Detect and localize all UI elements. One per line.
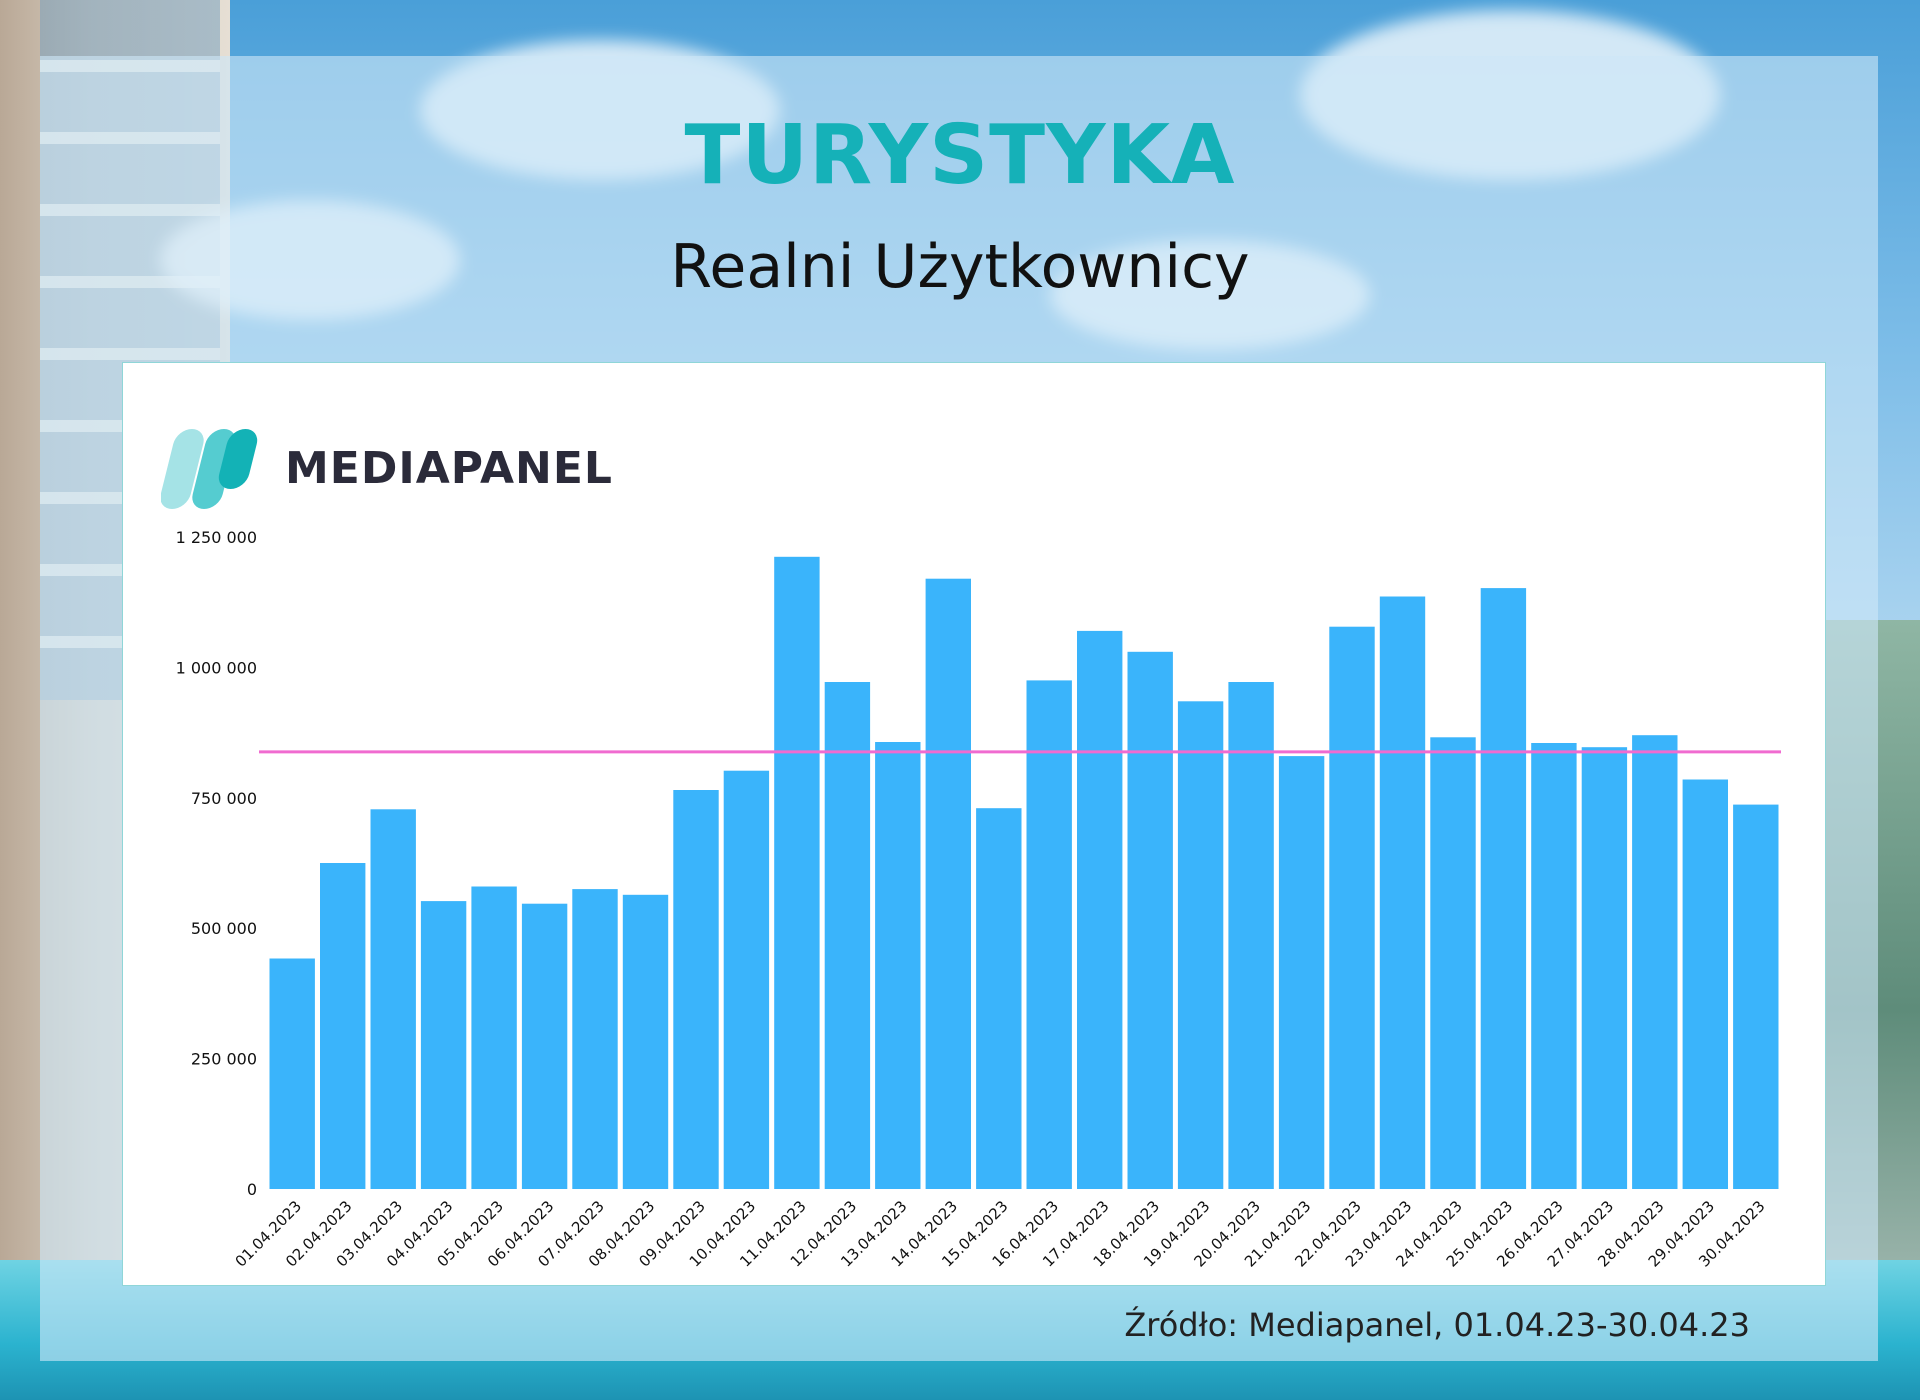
page-title: TURYSTYKA <box>684 108 1236 203</box>
bar <box>420 901 467 1189</box>
bar <box>622 894 669 1189</box>
bar-chart: 0 250 000 500 000 750 000 1 000 000 1 250 000… <box>176 528 1781 1271</box>
source-note: Źródło: Mediapanel, 01.04.23-30.04.23 <box>1124 1306 1750 1344</box>
y-tick-label: 0 <box>247 1180 257 1199</box>
bar <box>1379 596 1426 1189</box>
bar <box>1632 735 1678 1189</box>
bar <box>269 958 315 1189</box>
bar <box>1480 588 1527 1189</box>
bar <box>572 889 618 1189</box>
y-tick-label: 1 000 000 <box>176 658 257 677</box>
y-tick-label: 750 000 <box>191 789 257 808</box>
bar <box>521 903 568 1189</box>
bar <box>723 770 770 1189</box>
bar <box>320 863 366 1189</box>
bar <box>925 578 971 1189</box>
bar <box>1127 651 1173 1189</box>
mediapanel-logo-icon <box>161 429 258 509</box>
bar <box>1077 630 1123 1189</box>
bar <box>875 742 921 1189</box>
bar <box>1531 743 1577 1189</box>
bar <box>1228 682 1274 1189</box>
y-tick-label: 500 000 <box>191 919 257 938</box>
y-tick-label: 1 250 000 <box>176 528 257 547</box>
bar <box>1026 680 1072 1189</box>
bar <box>370 809 416 1189</box>
bar <box>976 808 1022 1189</box>
bar <box>774 556 820 1189</box>
brand-name: MEDIAPANEL <box>285 443 613 494</box>
page-subtitle: Realni Użytkownicy <box>670 232 1250 302</box>
bar <box>471 886 517 1189</box>
bar <box>673 790 719 1189</box>
bar <box>1329 626 1375 1189</box>
bar <box>1733 804 1779 1189</box>
bar <box>1581 747 1628 1189</box>
chart-panel: MEDIAPANEL 0 250 000 500 000 750 000 1 000 0… <box>122 362 1826 1286</box>
bar <box>1682 779 1728 1189</box>
bar <box>824 682 871 1189</box>
y-tick-label: 250 000 <box>191 1050 257 1069</box>
bar <box>1430 737 1476 1189</box>
bar <box>1278 756 1325 1189</box>
bar <box>1177 701 1224 1189</box>
